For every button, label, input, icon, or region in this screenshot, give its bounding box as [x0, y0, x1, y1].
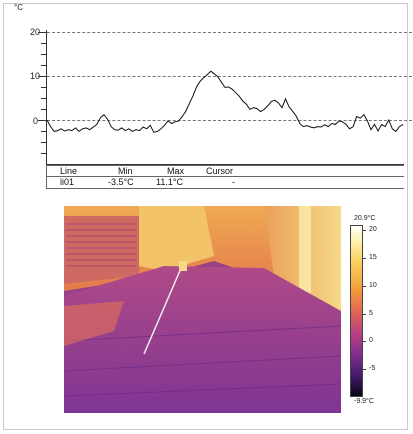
scale-tick	[362, 230, 366, 231]
thermal-image-canvas	[64, 206, 341, 413]
scale-tick-label: -5	[369, 365, 376, 372]
scale-tick-label: 0	[369, 337, 373, 344]
roof-seams	[64, 325, 341, 397]
y-axis	[46, 30, 47, 165]
scale-tick	[362, 286, 366, 287]
table-divider	[46, 166, 47, 189]
y-unit-label: °C	[14, 3, 23, 12]
color-scale-bar	[350, 225, 363, 397]
thermal-image	[64, 206, 341, 413]
header-min: Min	[118, 166, 133, 176]
scale-tick-label: 5	[369, 310, 373, 317]
y-major-tick	[38, 32, 46, 33]
scale-tick-label: 15	[369, 254, 377, 261]
y-minor-tick	[41, 87, 46, 88]
cell-min: -3.5°C	[108, 177, 134, 187]
y-tick-label: 0	[33, 116, 39, 126]
y-minor-tick	[41, 131, 46, 132]
scale-min-label: -9.9°C	[354, 398, 374, 405]
y-major-tick	[38, 120, 46, 121]
y-minor-tick	[41, 43, 46, 44]
hot-column	[299, 206, 311, 296]
cell-cursor: -	[232, 177, 235, 187]
y-minor-tick	[41, 65, 46, 66]
grid-line	[47, 120, 412, 121]
cell-max: 11.1°C	[156, 177, 183, 187]
y-minor-tick	[41, 153, 46, 154]
header-cursor: Cursor	[206, 166, 234, 176]
scale-tick-label: 20	[369, 226, 377, 233]
temperature-profile-line	[46, 70, 404, 133]
roof-surface	[64, 266, 341, 413]
y-major-tick	[38, 76, 46, 77]
y-minor-tick	[41, 109, 46, 110]
hot-spot	[179, 261, 187, 271]
scale-tick	[362, 314, 366, 315]
warm-roof-patch	[64, 301, 124, 346]
table-divider	[46, 188, 404, 189]
y-tick-label: 10	[30, 71, 41, 81]
x-axis	[46, 164, 404, 165]
profile-line-marker	[143, 265, 183, 355]
header-max: Max	[167, 166, 185, 176]
scale-max-label: 20.9°C	[354, 215, 376, 222]
grid-line	[47, 76, 412, 77]
header-line: Line	[60, 166, 78, 176]
y-minor-tick	[41, 98, 46, 99]
y-minor-tick	[41, 142, 46, 143]
scale-tick	[362, 258, 366, 259]
scale-tick	[362, 341, 366, 342]
warm-structure	[139, 206, 214, 271]
grid-line	[47, 32, 412, 33]
line-stats-table: Line Min Max Cursor li01 -3.5°C 11.1°C -	[46, 165, 404, 189]
table-divider	[46, 176, 404, 177]
scale-tick	[362, 369, 366, 370]
cell-line: li01	[60, 177, 75, 187]
hvac-unit	[64, 216, 139, 284]
y-tick-label: 20	[30, 27, 41, 37]
y-minor-tick	[41, 54, 46, 55]
hvac-fins	[66, 223, 136, 267]
scale-tick-label: 10	[369, 282, 377, 289]
table-divider	[46, 165, 404, 166]
